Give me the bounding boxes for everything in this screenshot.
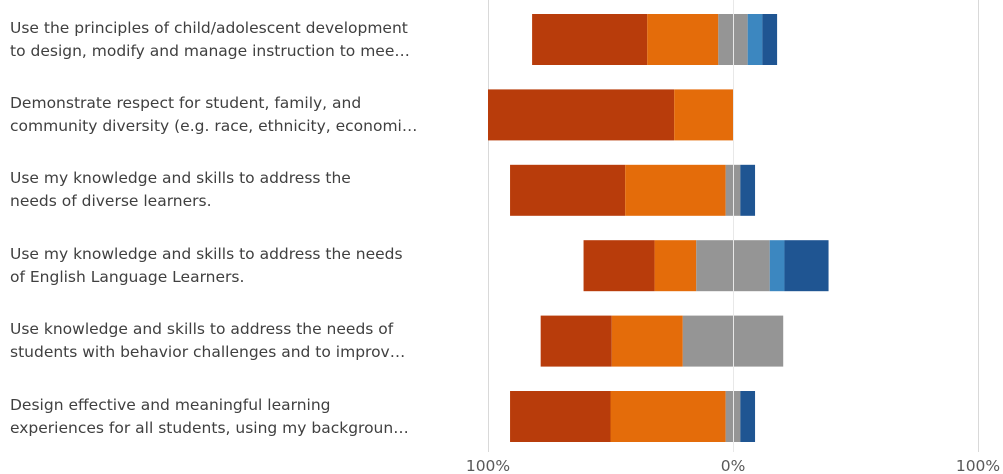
x-tick-label-0: 100% [466, 457, 510, 474]
bar-row-5-series-1 [610, 391, 726, 442]
bar-row-3-series-0 [583, 240, 655, 292]
bar-row-4-series-0 [540, 315, 612, 367]
category-label-2-line-1: needs of diverse learners. [10, 192, 212, 211]
category-label-1-line-1: community diversity (e.g. race, ethnicit… [10, 116, 418, 135]
category-label-0: Use the principles of child/adolescent d… [10, 17, 455, 63]
bar-row-4-series-2 [682, 315, 784, 367]
category-label-5-line-1: experiences for all students, using my b… [10, 418, 409, 437]
category-label-4-line-0: Use knowledge and skills to address the … [10, 320, 394, 339]
category-label-1: Demonstrate respect for student, family,… [10, 92, 455, 138]
category-label-1-line-0: Demonstrate respect for student, family,… [10, 93, 362, 112]
bar-row-0-series-3 [747, 14, 763, 65]
bar-row-2-series-1 [625, 164, 726, 216]
bar-row-5-series-0 [510, 391, 611, 442]
x-tick-label-2: 100% [956, 457, 1000, 474]
category-label-0-line-1: to design, modify and manage instruction… [10, 41, 410, 60]
bar-row-1-series-0 [488, 89, 675, 141]
x-tick-label-1: 0% [721, 457, 746, 474]
category-label-2: Use my knowledge and skills to address t… [10, 167, 455, 213]
category-label-5: Design effective and meaningful learning… [10, 394, 455, 440]
category-label-3-line-1: of English Language Learners. [10, 267, 245, 286]
bar-row-3-series-1 [654, 240, 697, 292]
bar-row-0-series-1 [647, 14, 719, 65]
bar-row-3-series-3 [769, 240, 785, 292]
bar-row-2-series-4 [740, 164, 756, 216]
bar-row-5-series-4 [740, 391, 756, 442]
category-label-0-line-0: Use the principles of child/adolescent d… [10, 18, 408, 37]
bar-row-1-series-1 [674, 89, 733, 141]
bar-row-0-series-4 [762, 14, 778, 65]
bar-row-2-series-0 [510, 164, 626, 216]
bar-row-0-series-0 [532, 14, 648, 65]
category-label-3: Use my knowledge and skills to address t… [10, 243, 455, 289]
category-label-3-line-0: Use my knowledge and skills to address t… [10, 244, 403, 263]
bar-row-3-series-4 [784, 240, 829, 292]
category-label-4: Use knowledge and skills to address the … [10, 318, 455, 364]
category-label-5-line-0: Design effective and meaningful learning [10, 395, 331, 414]
bar-row-4-series-1 [611, 315, 683, 367]
category-label-4-line-1: students with behavior challenges and to… [10, 343, 406, 362]
category-label-2-line-0: Use my knowledge and skills to address t… [10, 169, 351, 188]
